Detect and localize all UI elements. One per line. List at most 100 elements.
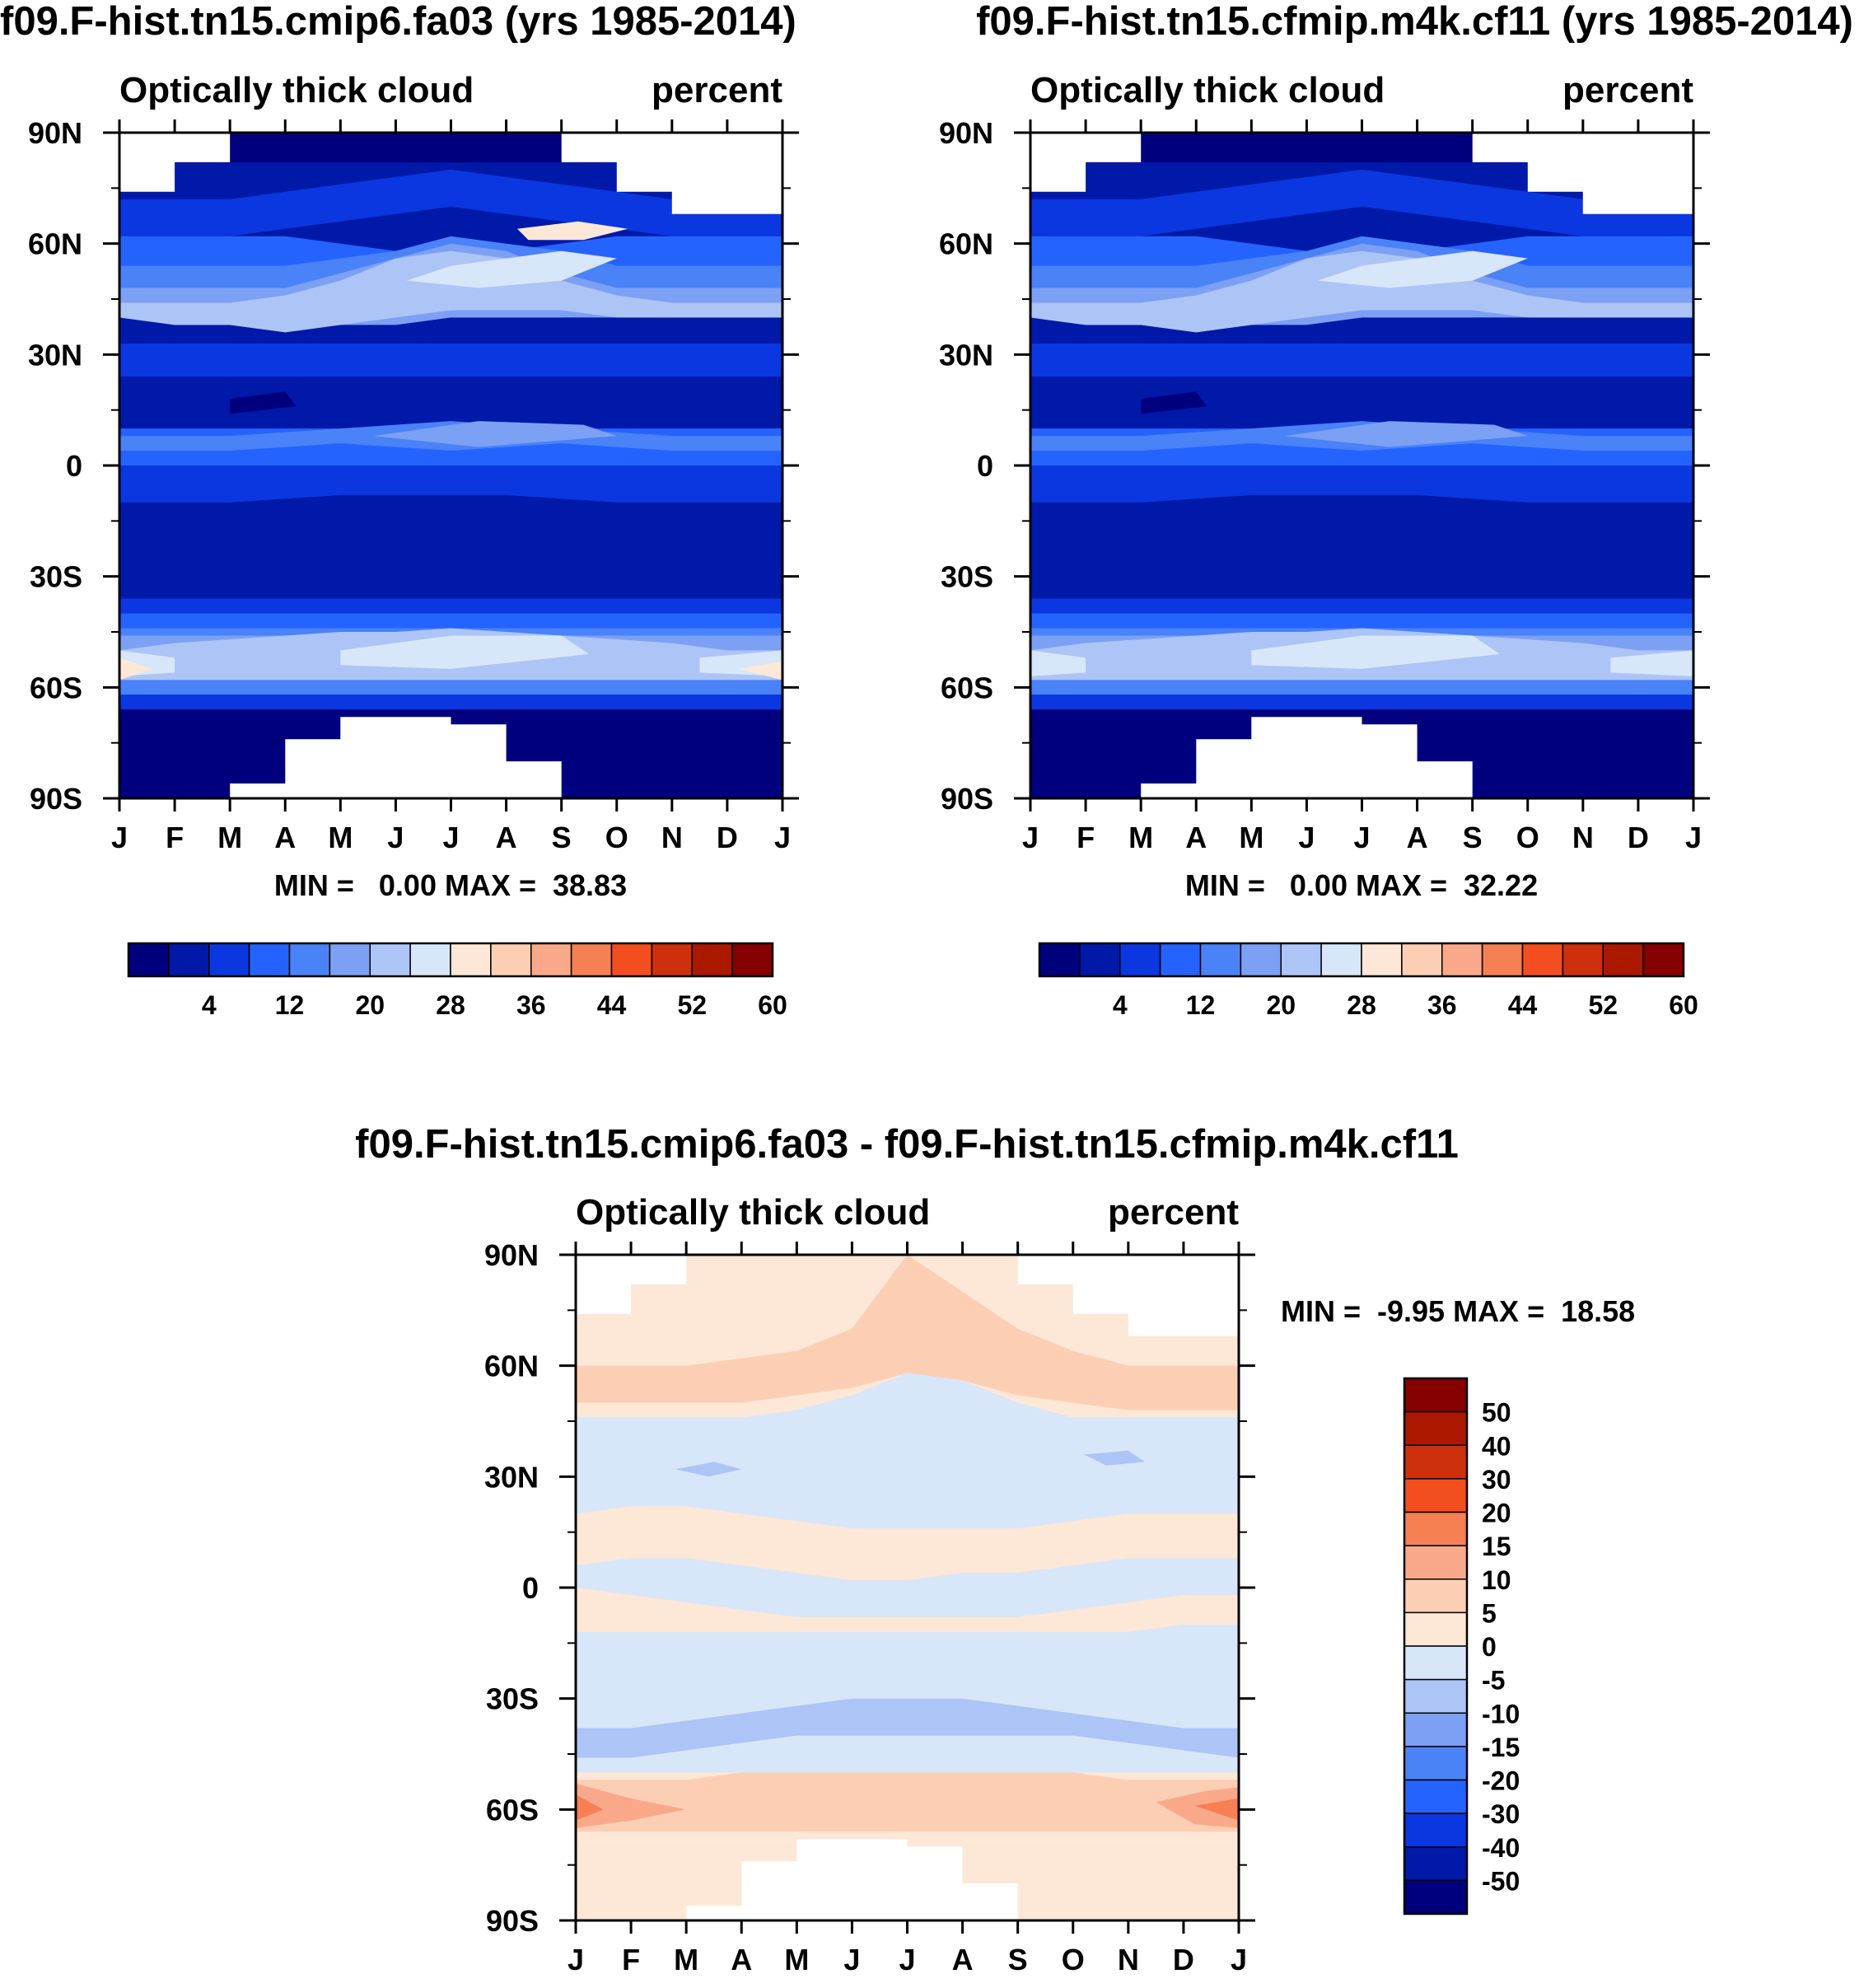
panel1-colorbar-label: 4	[202, 990, 217, 1020]
panel3-colorbar-swatch	[1404, 1478, 1468, 1513]
panel3-colorbar-swatch	[1404, 1611, 1468, 1647]
panel2-colorbar-label: 44	[1508, 990, 1538, 1020]
panel1-colorbar-swatch	[208, 943, 250, 977]
panel1-colorbar-label: 60	[758, 990, 787, 1020]
panel1-contour-field	[119, 133, 782, 798]
panel2-colorbar-swatch	[1079, 943, 1121, 977]
panel2-x-tick-label: O	[1516, 821, 1539, 854]
panel3-stats: MIN = -9.95 MAX = 18.58	[1281, 1294, 1635, 1328]
panel1-stats: MIN = 0.00 MAX = 38.83	[274, 868, 627, 902]
panel2-y-tick-label: 30N	[939, 338, 993, 372]
panel3-colorbar-swatch	[1404, 1645, 1468, 1681]
band-subtrop-n2	[1030, 377, 1693, 429]
panel2-colorbar-swatch	[1361, 943, 1403, 977]
panel1-y-tick-label: 0	[66, 449, 82, 483]
panel1-colorbar-swatch	[490, 943, 532, 977]
panel2-title: f09.F-hist.tn15.cfmip.m4k.cf11 (yrs 1985…	[976, 0, 1853, 44]
panel1-x-tick-label: F	[166, 821, 184, 854]
panel2-colorbar-swatch	[1401, 943, 1443, 977]
panel3-colorbar-swatch	[1404, 1746, 1468, 1781]
panel2-colorbar-label: 20	[1266, 990, 1296, 1020]
panel1-x-tick-label: D	[717, 821, 738, 854]
panel2-y-tick-label: 90N	[939, 116, 993, 150]
panel1-x-tick-label: A	[274, 821, 296, 854]
diff-south-max-east	[1156, 1787, 1239, 1828]
panel2-colorbar-swatch	[1602, 943, 1644, 977]
panel3-colorbar-swatch	[1404, 1378, 1468, 1413]
panel1-y-tick-label: 60N	[28, 227, 82, 261]
panel2-x-tick-label: J	[1685, 821, 1702, 854]
panel3-colorbar-swatch	[1404, 1678, 1468, 1714]
panel2-colorbar-swatch	[1481, 943, 1524, 977]
blob-storm-n	[1317, 250, 1528, 288]
band-subtrop-n2	[119, 377, 782, 429]
panel3-colorbar-label: 50	[1482, 1398, 1511, 1428]
panel1-x-tick-label: O	[605, 821, 628, 854]
panel1-title: f09.F-hist.tn15.cmip6.fa03 (yrs 1985-201…	[0, 0, 796, 44]
panel1-colorbar-label: 12	[275, 990, 305, 1020]
panel3-contour-field	[576, 1255, 1239, 1920]
blob-storm-s-west	[1030, 650, 1086, 676]
panel2-colorbar-swatch	[1642, 943, 1684, 977]
panel3-colorbar-label: 10	[1482, 1565, 1511, 1595]
panel3-x-tick-label: N	[1118, 1943, 1139, 1976]
mask-north-west	[576, 1255, 687, 1314]
diff-south-core-west	[576, 1794, 604, 1821]
panel3-colorbar-label: -50	[1482, 1866, 1520, 1896]
panel1-colorbar-swatch	[248, 943, 291, 977]
diff-midlat-s-neg	[576, 1698, 1239, 1758]
panel2-x-tick-label: N	[1572, 821, 1594, 854]
panel3-x-tick-label: O	[1062, 1943, 1085, 1976]
band-antarctic-edge	[119, 680, 782, 695]
mask-north-east	[561, 133, 782, 214]
panel2-x-tick-label: J	[1022, 821, 1039, 854]
panel1-colorbar-swatch	[651, 943, 693, 977]
panel2-colorbar-swatch	[1119, 943, 1161, 977]
panel1-x-tick-label: J	[111, 821, 128, 854]
panel1-colorbar-swatch	[731, 943, 773, 977]
band-subtrop-n	[1030, 343, 1693, 377]
panel2-colorbar-swatch	[1039, 943, 1081, 977]
panel2-colorbar-label: 60	[1669, 990, 1698, 1020]
panel2-colorbar-swatch	[1240, 943, 1282, 977]
panel3-title: f09.F-hist.tn15.cmip6.fa03 - f09.F-hist.…	[355, 1122, 1459, 1167]
panel2-y-tick-label: 90S	[941, 782, 993, 816]
panel1-subtitle-left: Optically thick cloud	[119, 70, 474, 110]
mask-north-west	[1030, 133, 1142, 192]
panel3-colorbar-label: -10	[1482, 1699, 1520, 1728]
mask-south	[1141, 717, 1473, 798]
panel1-x-tick-label: J	[387, 821, 404, 854]
panel1-x-tick-label: M	[217, 821, 242, 854]
panel1-colorbar-swatch	[128, 943, 170, 977]
blob-subtrop	[1141, 391, 1207, 414]
panel3-y-tick-label: 60N	[484, 1350, 539, 1383]
panel3-colorbar-label: 0	[1482, 1632, 1497, 1662]
panel2-colorbar-label: 12	[1186, 990, 1216, 1020]
mask-north-east	[1017, 1255, 1239, 1336]
panel3-colorbar-swatch	[1404, 1511, 1468, 1546]
panel2-colorbar-frame	[1038, 942, 1685, 978]
panel1-y-tick-label: 60S	[30, 671, 82, 704]
panel3-y-tick-label: 30S	[486, 1682, 539, 1716]
panel2-colorbar-label: 4	[1113, 990, 1128, 1020]
panel3-y-tick-label: 0	[522, 1571, 539, 1605]
panel2-stats: MIN = 0.00 MAX = 32.22	[1185, 868, 1538, 902]
panel2-subtitle-right: percent	[1562, 70, 1693, 110]
panel3-colorbar-label: -5	[1482, 1666, 1505, 1696]
diff-south-pos2	[576, 1772, 1239, 1832]
blob-subtrop	[230, 391, 297, 414]
band-subtrop-s	[1030, 494, 1693, 592]
diff-subtrop-n-pos	[576, 1506, 1239, 1580]
panel3-y-tick-label: 60S	[486, 1793, 539, 1827]
panel3-colorbar-label: -30	[1482, 1799, 1520, 1829]
panel1-colorbar-swatch	[450, 943, 492, 977]
mask-south	[686, 1839, 1018, 1920]
panel1-x-tick-label: J	[774, 821, 791, 854]
panel1-x-tick-label: A	[496, 821, 517, 854]
panel2-y-tick-label: 60S	[941, 671, 993, 704]
panel1-y-tick-label: 30N	[28, 338, 82, 372]
panel2-colorbar-label: 52	[1588, 990, 1618, 1020]
panel2-x-tick-label: J	[1298, 821, 1315, 854]
panel2-colorbar-swatch	[1320, 943, 1362, 977]
